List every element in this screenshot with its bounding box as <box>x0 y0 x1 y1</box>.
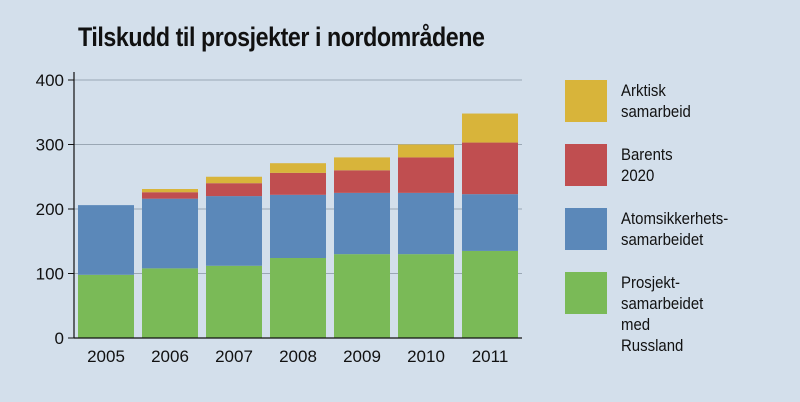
bar-2008-series-2 <box>270 172 326 195</box>
x-tick-label: 2006 <box>151 347 189 366</box>
axes <box>68 72 522 339</box>
legend-label: Barents 2020 <box>621 145 673 185</box>
bar-2011-series-3 <box>462 113 518 143</box>
bar-2009-series-1 <box>334 192 390 255</box>
bar-2006-series-0 <box>142 268 198 338</box>
bar-2010-series-2 <box>398 157 454 193</box>
x-tick-label: 2009 <box>343 347 381 366</box>
bar-2010-series-0 <box>398 254 454 338</box>
y-tick-label: 0 <box>55 329 64 348</box>
bar-2009-series-2 <box>334 170 390 193</box>
bar-2008-series-1 <box>270 194 326 259</box>
bar-2007-series-0 <box>206 265 262 338</box>
bar-2011-series-2 <box>462 142 518 195</box>
bar-2007-series-1 <box>206 196 262 266</box>
legend-label: Prosjekt- samarbeidet med Russland <box>621 273 704 355</box>
bar-2005-series-0 <box>78 274 134 338</box>
y-tick-label: 300 <box>36 136 64 155</box>
bar-2006-series-2 <box>142 192 198 199</box>
legend-swatch <box>565 144 607 186</box>
bar-2006-series-3 <box>142 189 198 193</box>
bar-2008-series-3 <box>270 163 326 173</box>
bar-2009-series-0 <box>334 254 390 338</box>
y-tick-label: 400 <box>36 71 64 90</box>
legend-swatch <box>565 272 607 314</box>
chart-title: Tilskudd til prosjekter i nordområdene <box>78 22 485 52</box>
bar-2007-series-2 <box>206 183 262 197</box>
bar-2009-series-3 <box>334 157 390 171</box>
bars <box>78 113 518 338</box>
x-tick-label: 2007 <box>215 347 253 366</box>
bar-2007-series-3 <box>206 176 262 184</box>
x-tick-label: 2010 <box>407 347 445 366</box>
legend-swatch <box>565 208 607 250</box>
tick-labels: 0 100 200 300 400 2005 2006 2007 2008 2009 2010 201… <box>36 71 509 366</box>
y-tick-label: 100 <box>36 265 64 284</box>
bar-2011-series-0 <box>462 250 518 338</box>
bar-2010-series-3 <box>398 144 454 158</box>
legend-label: Atomsikkerhets- samarbeidet <box>621 209 729 249</box>
bar-2010-series-1 <box>398 192 454 255</box>
legend-swatch <box>565 80 607 122</box>
x-tick-label: 2005 <box>87 347 125 366</box>
legend-label: Arktisk samarbeid <box>621 81 691 121</box>
bar-2005-series-1 <box>78 205 134 275</box>
bar-2011-series-1 <box>462 194 518 251</box>
bar-2008-series-0 <box>270 258 326 338</box>
y-tick-label: 200 <box>36 200 64 219</box>
x-tick-label: 2011 <box>472 347 509 366</box>
x-tick-label: 2008 <box>279 347 317 366</box>
bar-2006-series-1 <box>142 198 198 269</box>
